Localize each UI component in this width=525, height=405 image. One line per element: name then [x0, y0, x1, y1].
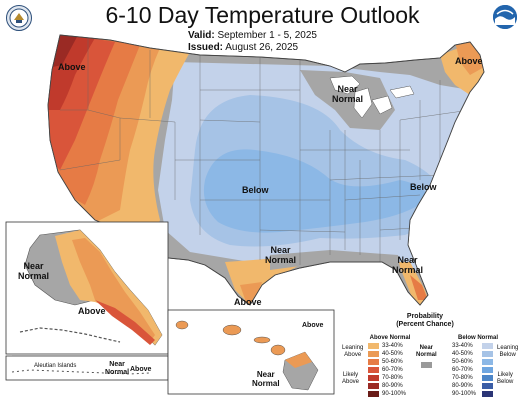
legend-title: Probability (Percent Chance)	[396, 313, 454, 328]
legend-above-header: Above Normal	[369, 335, 411, 341]
legend-likely-below: Likely Below	[497, 372, 514, 385]
page-title: 6-10 Day Temperature Outlook	[105, 2, 420, 28]
legend-above-swatch	[368, 359, 379, 365]
legend-near-normal-label: Near Normal	[416, 345, 437, 358]
legend-above-range: 70-80%	[382, 375, 403, 381]
issued-value: August 26, 2025	[225, 42, 299, 53]
legend-below-swatch	[482, 343, 493, 349]
kauai-island	[175, 320, 189, 330]
maui-island	[270, 344, 286, 356]
label-above-texas: Above	[234, 297, 262, 307]
legend-below-range: 90-100%	[452, 391, 477, 397]
near-normal-lakes-area	[300, 70, 395, 130]
legend-likely-above: Likely Above	[342, 372, 360, 385]
legend-above-swatch	[368, 367, 379, 373]
alaska-above-40-50	[72, 238, 155, 342]
legend-above-range: 40-50%	[382, 351, 403, 357]
legend-below-swatch	[482, 375, 493, 381]
legend-below-swatch	[482, 391, 493, 397]
legend-below-header: Below Normal	[457, 335, 498, 341]
legend-above-range: 60-70%	[382, 367, 403, 373]
legend-below-range: 80-90%	[452, 383, 473, 389]
legend-above-swatch	[368, 343, 379, 349]
legend-leaning-below: Leaning Below	[497, 345, 519, 358]
legend-above-swatch	[368, 351, 379, 357]
label-near-normal-gulf: Near Normal	[265, 245, 297, 265]
legend-below-range: 60-70%	[452, 367, 473, 373]
label-above-northeast: Above	[455, 56, 483, 66]
legend-above-range: 50-60%	[382, 359, 403, 365]
state-borders	[59, 38, 471, 265]
valid-value: September 1 - 5, 2025	[217, 30, 317, 41]
issued-label: Issued:	[188, 42, 224, 53]
molokai-island	[253, 336, 271, 344]
label-near-normal-florida: Near Normal	[392, 255, 424, 275]
legend-below-range: 50-60%	[452, 359, 473, 365]
label-aleutian-above: Above	[130, 366, 152, 373]
issued-line: Issued: August 26, 2025	[188, 42, 298, 53]
label-hawaii-near-normal: Near Normal	[252, 370, 280, 388]
doc-seal-icon	[6, 5, 32, 31]
label-above-west: Above	[58, 62, 86, 72]
legend-leaning-above: Leaning Above	[342, 345, 364, 358]
legend-above-range: 33-40%	[382, 343, 403, 349]
legend-above-swatch	[368, 391, 379, 397]
aleutian-inset-frame	[5, 355, 169, 381]
valid-label: Valid:	[188, 30, 215, 41]
legend-below-range: 40-50%	[452, 351, 473, 357]
legend-below-swatch	[482, 359, 493, 365]
legend-above-range: 90-100%	[382, 391, 407, 397]
legend-below-range: 70-80%	[452, 375, 473, 381]
label-below-central: Below	[242, 185, 269, 195]
noaa-logo-icon	[493, 5, 517, 29]
legend-below-swatch	[482, 367, 493, 373]
legend-below-range: 33-40%	[452, 343, 473, 349]
alaska-above-60-70	[95, 300, 155, 345]
oahu-island	[222, 324, 242, 336]
label-aleutian-near-normal: Near Normal	[105, 361, 130, 376]
above-50-60-florida	[410, 275, 428, 300]
label-hawaii-above: Above	[302, 322, 324, 329]
legend-above-range: 80-90%	[382, 383, 403, 389]
label-alaska-near-normal: Near Normal	[18, 261, 50, 281]
label-aleutian-islands: Aleutian Islands	[34, 363, 77, 369]
above-40-50-texas	[240, 282, 262, 305]
label-alaska-above: Above	[78, 306, 106, 316]
great-lakes	[329, 75, 415, 119]
legend-below-swatch	[482, 351, 493, 357]
legend-above-swatch	[368, 375, 379, 381]
legend-above-swatch	[368, 383, 379, 389]
label-near-normal-lakes: Near Normal	[332, 84, 364, 104]
legend-below-swatch	[482, 383, 493, 389]
label-below-east: Below	[410, 182, 437, 192]
aleutian-chain	[19, 327, 121, 343]
valid-line: Valid: September 1 - 5, 2025	[188, 30, 317, 41]
legend-near-normal-swatch	[421, 362, 432, 368]
